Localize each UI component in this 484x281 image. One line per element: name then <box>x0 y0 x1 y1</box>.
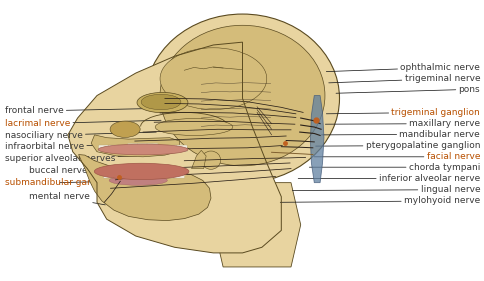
FancyBboxPatch shape <box>133 171 144 178</box>
Text: mandibular nerve: mandibular nerve <box>321 130 479 139</box>
Text: infraorbital nerve: infraorbital nerve <box>5 142 146 151</box>
FancyBboxPatch shape <box>173 171 184 178</box>
Ellipse shape <box>145 14 339 183</box>
FancyBboxPatch shape <box>103 171 114 178</box>
Ellipse shape <box>155 119 232 135</box>
Ellipse shape <box>136 92 188 113</box>
Text: inferior alveolar nerve: inferior alveolar nerve <box>298 174 479 183</box>
Ellipse shape <box>98 144 188 155</box>
Text: mental nerve: mental nerve <box>29 192 105 205</box>
FancyBboxPatch shape <box>166 145 177 152</box>
FancyBboxPatch shape <box>127 143 138 152</box>
Ellipse shape <box>109 175 167 185</box>
FancyBboxPatch shape <box>137 143 148 152</box>
FancyBboxPatch shape <box>113 171 124 178</box>
FancyBboxPatch shape <box>147 143 158 152</box>
Text: submandibular ganglion: submandibular ganglion <box>5 178 115 187</box>
Polygon shape <box>191 150 206 169</box>
Text: frontal nerve: frontal nerve <box>5 106 166 115</box>
FancyBboxPatch shape <box>108 145 119 152</box>
Text: ophthalmic nerve: ophthalmic nerve <box>326 63 479 72</box>
Text: lacrimal nerve: lacrimal nerve <box>5 119 161 128</box>
Text: chorda tympani: chorda tympani <box>309 163 479 172</box>
Polygon shape <box>68 42 281 253</box>
Text: superior alveolar nerves: superior alveolar nerves <box>5 154 136 163</box>
Polygon shape <box>91 135 179 157</box>
FancyBboxPatch shape <box>143 171 154 178</box>
Text: pterygopalatine ganglion: pterygopalatine ganglion <box>315 141 479 150</box>
Text: buccal nerve: buccal nerve <box>29 166 129 175</box>
FancyBboxPatch shape <box>163 171 174 178</box>
Ellipse shape <box>201 151 220 169</box>
Text: facial nerve: facial nerve <box>314 152 479 161</box>
Ellipse shape <box>160 48 266 110</box>
Text: pons: pons <box>335 85 479 94</box>
Text: mylohyoid nerve: mylohyoid nerve <box>280 196 479 205</box>
Text: trigeminal nerve: trigeminal nerve <box>328 74 479 83</box>
Text: maxillary nerve: maxillary nerve <box>325 119 479 128</box>
FancyBboxPatch shape <box>123 171 134 178</box>
Text: lingual nerve: lingual nerve <box>292 185 479 194</box>
Text: trigeminal ganglion: trigeminal ganglion <box>326 108 479 117</box>
FancyBboxPatch shape <box>118 145 129 152</box>
Polygon shape <box>213 183 300 267</box>
FancyBboxPatch shape <box>153 171 165 178</box>
FancyBboxPatch shape <box>156 145 167 152</box>
Ellipse shape <box>160 25 324 166</box>
FancyBboxPatch shape <box>98 145 109 152</box>
Ellipse shape <box>94 163 188 180</box>
Ellipse shape <box>141 94 181 110</box>
Polygon shape <box>310 96 323 183</box>
Ellipse shape <box>110 121 140 137</box>
FancyBboxPatch shape <box>176 145 187 152</box>
Polygon shape <box>78 155 211 221</box>
Text: nasociliary nerve: nasociliary nerve <box>5 131 156 140</box>
